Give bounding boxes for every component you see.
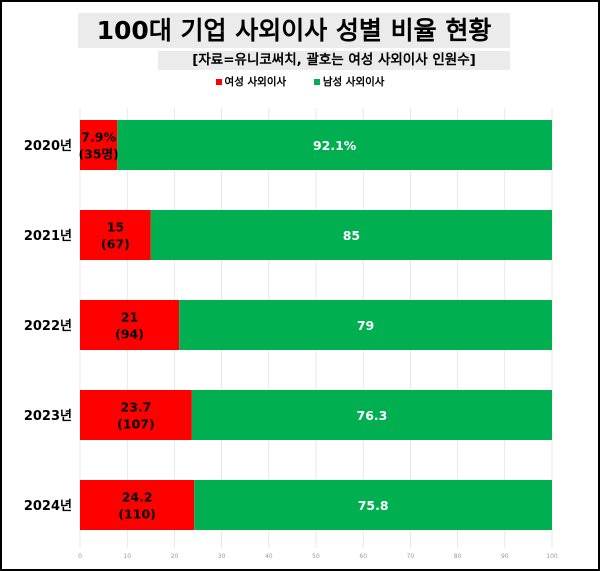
data-label-female: (94) (115, 327, 144, 342)
bar-segment-male (117, 120, 553, 170)
x-tick-label: 30 (218, 553, 226, 560)
data-label-female: (110) (118, 507, 156, 522)
x-tick-label: 20 (171, 553, 179, 560)
x-tick-label: 60 (359, 553, 367, 560)
category-label: 2023년 (24, 409, 72, 424)
data-label-male: 76.3 (357, 408, 388, 423)
data-label-male: 85 (343, 228, 360, 243)
data-label-male: 75.8 (358, 498, 389, 513)
x-tick-label: 90 (501, 553, 509, 560)
bar-segment-female (80, 300, 180, 350)
bar-segment-male (194, 480, 552, 530)
category-label: 2024년 (24, 499, 72, 514)
data-label-female: 23.7 (121, 400, 152, 415)
bar-segment-male (150, 210, 553, 260)
data-label-male: 79 (357, 318, 374, 333)
data-label-female: 24.2 (122, 490, 153, 505)
chart-subtitle: [자료=유니코써치, 괄호는 여성 사외이사 인원수] (158, 51, 510, 70)
legend-label-female: 여성 사외이사 (224, 76, 287, 88)
data-label-female: 15 (107, 220, 124, 235)
bar-segment-male (191, 390, 552, 440)
category-label: 2022년 (24, 319, 72, 334)
legend-swatch-female (215, 79, 222, 85)
chart-title: 100대 기업 사외이사 성별 비율 현황 (78, 13, 510, 48)
x-tick-label: 80 (454, 553, 462, 560)
x-tick-label: 10 (123, 553, 131, 560)
x-tick-label: 70 (407, 553, 415, 560)
category-label: 2021년 (24, 229, 72, 244)
x-tick-label: 0 (78, 553, 82, 560)
legend: 여성 사외이사 남성 사외이사 (0, 74, 600, 89)
x-tick-label: 40 (265, 553, 273, 560)
bar-segment-female (80, 120, 118, 170)
data-label-male: 92.1% (313, 138, 357, 153)
bar-segment-female (80, 390, 192, 440)
legend-item-female: 여성 사외이사 (215, 74, 287, 89)
data-label-female: (107) (117, 417, 155, 432)
x-tick-label: 50 (312, 553, 320, 560)
legend-swatch-male (313, 79, 320, 85)
legend-item-male: 남성 사외이사 (313, 74, 385, 89)
data-label-female: (35명) (78, 147, 118, 162)
data-label-female: 7.9% (81, 130, 116, 145)
data-label-female: 21 (121, 310, 138, 325)
category-label: 2020년 (24, 139, 72, 154)
bar-segment-male (179, 300, 552, 350)
data-label-female: (67) (101, 237, 130, 252)
legend-label-male: 남성 사외이사 (322, 76, 385, 88)
bar-segment-female (80, 210, 151, 260)
x-tick-label: 100 (546, 553, 558, 560)
bar-segment-female (80, 480, 195, 530)
